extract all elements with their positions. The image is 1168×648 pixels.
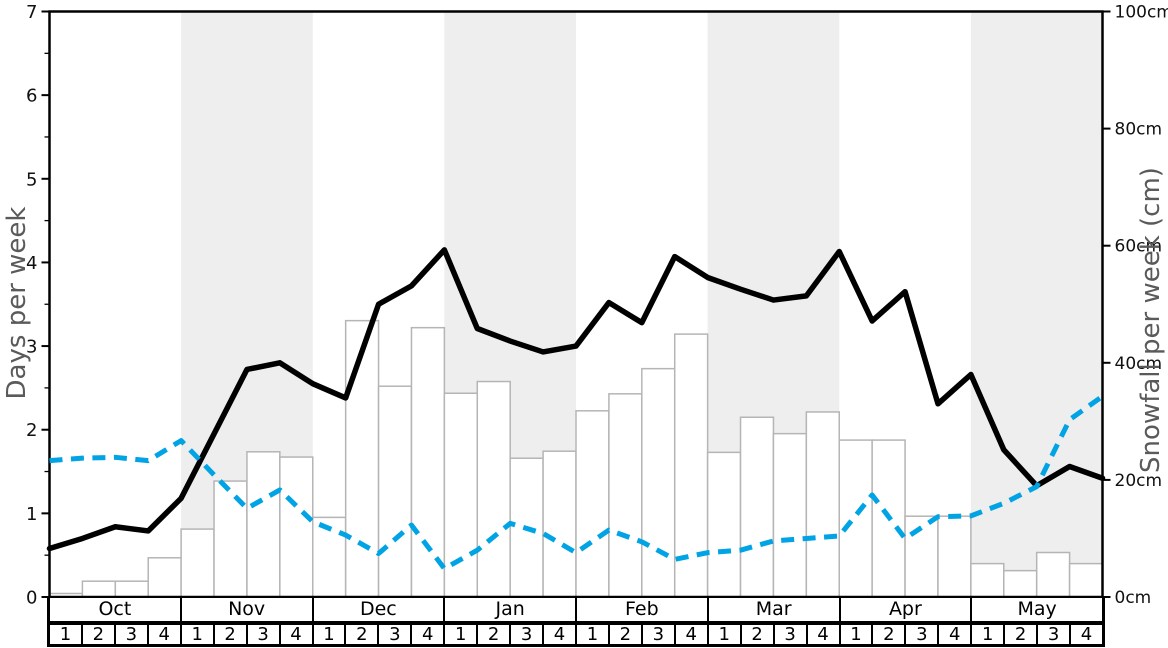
left-tick-label: 7: [26, 2, 37, 23]
snowfall-bar: [838, 439, 873, 598]
month-cell-feb: Feb: [575, 597, 707, 621]
snowfall-bar: [147, 557, 182, 598]
week-cell: 2: [607, 624, 641, 645]
snowfall-bar: [410, 326, 446, 598]
snowfall-bar: [1003, 569, 1038, 598]
right-tick-label: 40cm: [1115, 354, 1163, 374]
week-cell: 2: [871, 624, 904, 645]
snowfall-bar: [377, 385, 413, 598]
snowfall-bar: [970, 562, 1005, 598]
month-cell-mar: Mar: [706, 597, 839, 621]
left-tick-label: 2: [26, 420, 37, 441]
black-solid-line: [46, 247, 1106, 552]
left-tick-label: 3: [26, 337, 37, 358]
left-tick-label: 4: [26, 253, 37, 274]
week-cell: 3: [509, 624, 542, 645]
snowfall-bar: [476, 380, 511, 598]
month-cell-jan: Jan: [443, 597, 575, 621]
month-band: [970, 11, 1103, 597]
month-cell-nov: Nov: [179, 597, 312, 621]
week-cell: 3: [772, 624, 806, 645]
week-cell: 1: [179, 624, 213, 645]
right-axis-title: Snowfall per week (cm): [1136, 167, 1166, 473]
week-cell: 1: [311, 624, 345, 645]
week-cell: 1: [706, 624, 740, 645]
snowfall-bar: [937, 515, 972, 598]
week-cell: 1: [970, 624, 1003, 645]
week-cell: 4: [805, 624, 839, 645]
month-cell-dec: Dec: [311, 597, 444, 621]
snowfall-bar: [575, 410, 610, 598]
week-cell: 3: [245, 624, 279, 645]
week-cell: 4: [937, 624, 970, 645]
week-cell: 1: [575, 624, 608, 645]
snowfall-bar: [542, 450, 577, 598]
right-tick-label: 20cm: [1115, 471, 1163, 491]
week-cell: 4: [542, 624, 575, 645]
table-separator: [50, 620, 1102, 625]
week-cell: 2: [212, 624, 246, 645]
week-cell: 3: [377, 624, 410, 645]
snowfall-bar: [1068, 562, 1104, 598]
left-tick-label: 6: [26, 86, 37, 107]
week-cell: 2: [1003, 624, 1036, 645]
week-cell: 4: [410, 624, 443, 645]
left-tick-label: 1: [26, 504, 37, 525]
week-cell: 4: [146, 624, 180, 645]
month-cell-may: May: [970, 597, 1102, 621]
month-row: Oct Nov Dec Jan Feb Mar Apr May: [50, 597, 1102, 621]
snowfall-bar: [246, 451, 281, 598]
snowfall-bar: [213, 480, 248, 598]
week-cell: 3: [640, 624, 674, 645]
week-cell: 3: [1036, 624, 1069, 645]
week-cell: 2: [344, 624, 377, 645]
week-cell: 3: [904, 624, 937, 645]
right-tick-label: 100cm: [1115, 3, 1168, 23]
snowfall-bar: [1035, 551, 1071, 598]
snowfall-bar: [772, 432, 808, 598]
snowfall-bar: [279, 456, 314, 598]
snowfall-bar: [443, 392, 479, 598]
left-tick-label: 5: [26, 169, 37, 190]
week-cell: 2: [80, 624, 114, 645]
right-tick-label: 0cm: [1115, 588, 1152, 608]
blue-dashed-line: [49, 394, 1104, 572]
week-cell: 4: [278, 624, 312, 645]
snowfall-bar: [608, 393, 643, 598]
snowfall-bar: [344, 319, 380, 598]
month-cell-oct: Oct: [98, 598, 132, 620]
week-cell: 1: [443, 624, 476, 645]
right-tick-label: 80cm: [1115, 120, 1163, 140]
snowfall-bar: [805, 411, 840, 598]
week-cell: 2: [476, 624, 509, 645]
left-axis-title: Days per week: [2, 206, 32, 400]
right-tick-label: 60cm: [1115, 237, 1163, 257]
snowfall-bar: [706, 451, 742, 598]
week-cell: 4: [673, 624, 707, 645]
left-tick-label: 0: [26, 588, 37, 609]
snowfall-bar: [871, 439, 906, 598]
snowfall-bar: [739, 416, 775, 598]
week-cell: 4: [1069, 624, 1102, 645]
week-cell: 1: [59, 623, 72, 645]
month-cell-apr: Apr: [838, 597, 971, 621]
snowfall-bar: [180, 528, 215, 598]
week-cell: 3: [113, 624, 147, 645]
week-cell: 2: [739, 624, 773, 645]
snowfall-bar: [641, 367, 676, 598]
week-cell: 1: [838, 624, 872, 645]
